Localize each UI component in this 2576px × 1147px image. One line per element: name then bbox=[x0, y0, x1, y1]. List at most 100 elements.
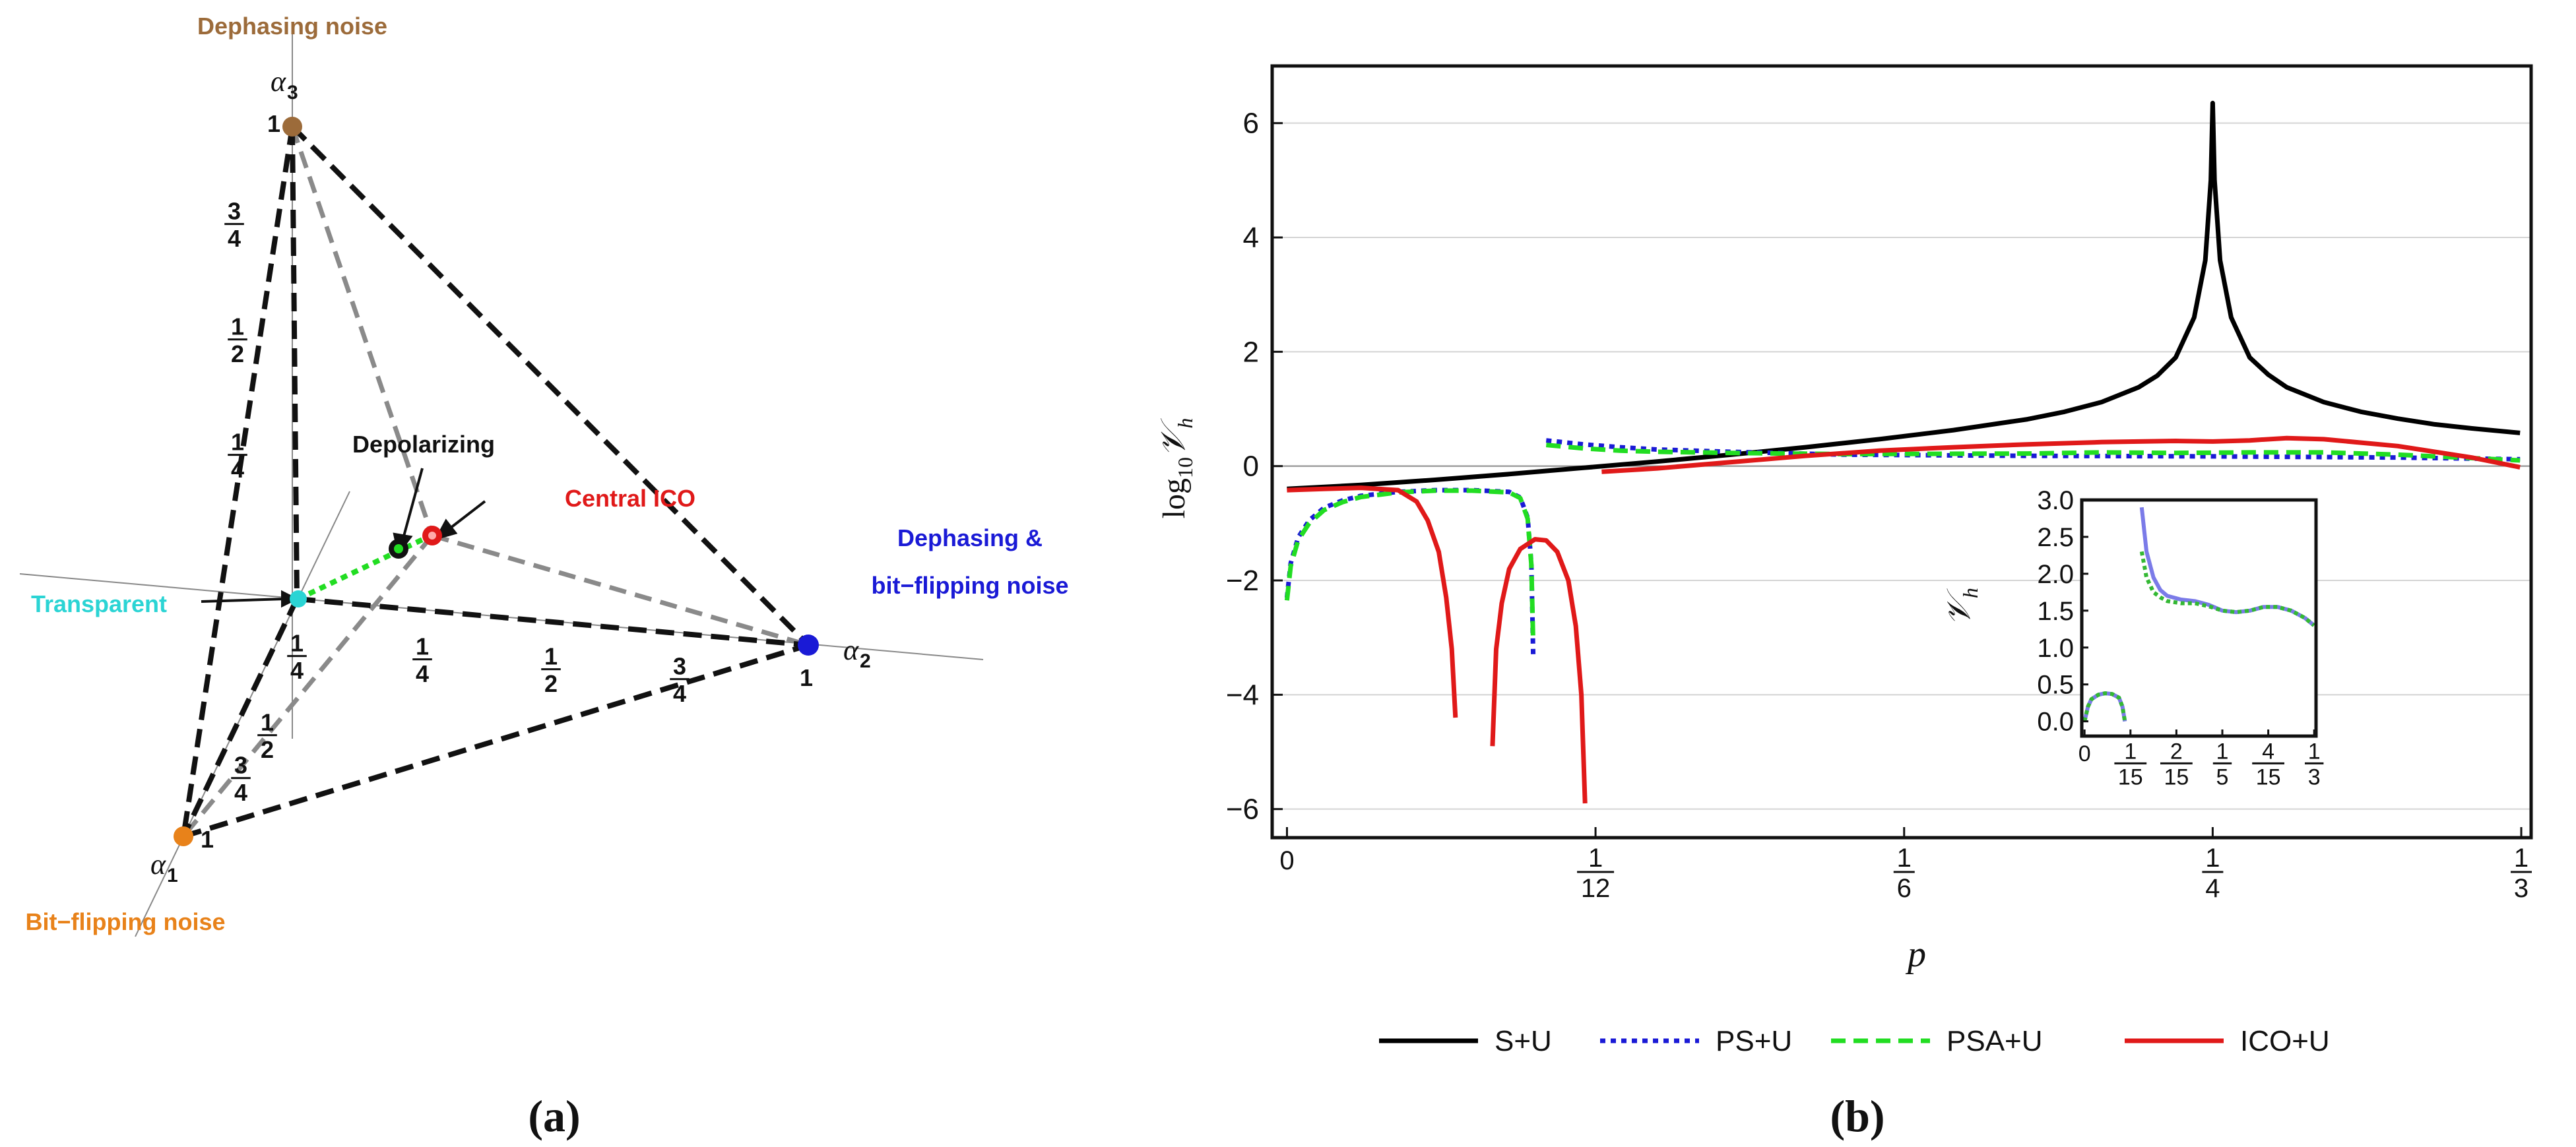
legend-label-2: PSA+U bbox=[1947, 1025, 2043, 1057]
legend-label-3: ICO+U bbox=[2240, 1025, 2330, 1057]
main-xtick-label-0-value: 0 bbox=[1279, 846, 1294, 875]
inset-y-label: 𝒱h bbox=[1940, 588, 1982, 626]
inset-xtick-label-3-num: 1 bbox=[2216, 739, 2229, 764]
series-ps-plus-u-seg-1 bbox=[1545, 438, 2521, 462]
inset-xtick-label-0: 0 bbox=[2078, 741, 2091, 766]
tick-alpha3-2-den: 4 bbox=[228, 225, 241, 252]
main-xtick-label-2-den: 6 bbox=[1897, 874, 1912, 903]
tick-alpha2-2-num: 3 bbox=[673, 652, 686, 679]
main-xtick-label-1: 112 bbox=[1577, 844, 1615, 903]
inset-series-ps-plus-u-seg-1 bbox=[2139, 507, 2315, 627]
inset-background bbox=[2082, 500, 2316, 736]
inset-xtick-label-4: 415 bbox=[2252, 739, 2285, 790]
label-dephasing-noise: Dephasing noise bbox=[197, 13, 387, 40]
legend: S+U PS+U PSA+U ICO+U bbox=[1379, 1025, 2330, 1057]
alpha2-subscript: 2 bbox=[860, 650, 871, 672]
main-xtick-label-1-den: 12 bbox=[1581, 874, 1611, 903]
inset-ytick-label-2: 1.0 bbox=[2037, 634, 2074, 663]
edge-a3-ico bbox=[290, 125, 435, 537]
inset-xtick-label-1: 115 bbox=[2114, 739, 2147, 790]
main-xtick-label-4-num: 1 bbox=[2514, 844, 2528, 873]
edge-a3-a2 bbox=[290, 125, 810, 647]
inset-series-group bbox=[2082, 507, 2315, 722]
tick-alpha2-0: 14 bbox=[412, 633, 432, 687]
tick-alpha2-2-den: 4 bbox=[673, 680, 686, 707]
tick-alpha1-2-den: 4 bbox=[234, 779, 247, 806]
tick-alpha1-1: 12 bbox=[257, 708, 277, 763]
inset-xtick-label-2-den: 15 bbox=[2164, 765, 2189, 790]
point-transparent bbox=[290, 590, 307, 607]
legend-label-1: PS+U bbox=[1716, 1025, 1792, 1057]
inset-ytick-label-3: 1.5 bbox=[2037, 597, 2074, 626]
point-bitflip bbox=[174, 826, 193, 846]
inset-ytick-label-1: 0.5 bbox=[2037, 671, 2074, 700]
inset-ytick-label-4: 2.0 bbox=[2037, 560, 2074, 589]
tick-alpha1-1-num: 1 bbox=[261, 708, 274, 735]
main-plot-frame bbox=[1270, 64, 2533, 840]
inset-xtick-label-3: 15 bbox=[2212, 739, 2232, 790]
series-ico-plus-u-seg-2 bbox=[1601, 435, 2521, 474]
inset-xtick-label-0-value: 0 bbox=[2078, 741, 2091, 766]
main-y-ticks: −6 −4 −2 0 2 4 6 bbox=[1226, 108, 1283, 826]
annotation-arrows bbox=[201, 468, 486, 608]
main-xtick-label-2-num: 1 bbox=[1897, 844, 1912, 873]
inset-xtick-label-2-num: 2 bbox=[2170, 739, 2183, 764]
main-ytick-label-6: 6 bbox=[1243, 108, 1259, 140]
tick-alpha1-0: 14 bbox=[287, 629, 307, 684]
edge-origin-a1 bbox=[181, 598, 300, 838]
alpha1-name: α 1 bbox=[150, 848, 178, 886]
main-xtick-label-4-den: 3 bbox=[2514, 874, 2528, 903]
alpha3-symbol: α bbox=[271, 65, 286, 98]
tick-alpha2-2: 34 bbox=[670, 652, 690, 707]
edge-origin-a2 bbox=[296, 596, 809, 648]
main-y-label: log10𝒱h bbox=[1155, 418, 1197, 519]
inset-ytick-label-0: 0.0 bbox=[2037, 708, 2074, 737]
inset-y-ticks: 0.0 0.5 1.0 1.5 2.0 2.5 3.0 bbox=[2037, 486, 2088, 737]
inset-xtick-label-4-num: 4 bbox=[2262, 739, 2274, 764]
legend-label-0: S+U bbox=[1495, 1025, 1552, 1057]
tick-alpha3-1-den: 2 bbox=[231, 340, 244, 367]
main-ytick-label-1: −4 bbox=[1226, 679, 1259, 711]
vertex-value-a1: 1 bbox=[201, 826, 214, 853]
main-xtick-label-0: 0 bbox=[1279, 846, 1294, 875]
point-dephasing bbox=[282, 117, 302, 137]
edge-ico-a1 bbox=[181, 534, 434, 838]
main-xtick-label-1-num: 1 bbox=[1588, 844, 1603, 873]
series-psa-plus-u-seg-0 bbox=[1284, 488, 1536, 644]
arrow-depolarizing bbox=[401, 468, 424, 542]
ylabel-var-sub: h bbox=[1173, 418, 1197, 429]
tick-alpha2-0-den: 4 bbox=[416, 660, 429, 687]
ylabel-log: log bbox=[1157, 478, 1192, 518]
main-xtick-label-3-num: 1 bbox=[2205, 844, 2220, 873]
inset-plot-frame bbox=[2080, 498, 2318, 738]
main-ytick-label-4: 2 bbox=[1243, 336, 1259, 368]
inset-series-psa-plus-u-seg-0 bbox=[2082, 691, 2127, 722]
caption-b: (b) bbox=[1830, 1091, 1884, 1141]
panel-a-diagram: Dephasing noise Bit−flipping noise Depha… bbox=[19, 13, 1069, 937]
point-depolarizing-inner bbox=[394, 544, 403, 553]
inset-xtick-label-5: 13 bbox=[2305, 739, 2324, 790]
main-series-group bbox=[1284, 100, 2521, 804]
alpha3-subscript: 3 bbox=[287, 82, 298, 104]
main-ytick-label-2: −2 bbox=[1226, 565, 1259, 597]
tick-alpha2-0-num: 1 bbox=[416, 633, 429, 660]
tick-alpha1-2-num: 3 bbox=[234, 751, 247, 778]
arrow-ico bbox=[446, 500, 486, 532]
tick-alpha2-1-num: 1 bbox=[544, 642, 558, 669]
tick-alpha3-0-den: 4 bbox=[231, 456, 244, 483]
main-xtick-label-2: 16 bbox=[1893, 844, 1915, 903]
label-dephasing-and: Dephasing & bbox=[897, 524, 1043, 551]
inset-xtick-label-4-den: 15 bbox=[2256, 765, 2281, 790]
inset-xtick-label-5-den: 3 bbox=[2308, 765, 2321, 790]
main-ytick-label-3: 0 bbox=[1243, 450, 1259, 483]
inset-ytick-label-5: 2.5 bbox=[2037, 523, 2074, 552]
series-ico-plus-u-seg-0 bbox=[1287, 485, 1458, 718]
series-s-plus-u-seg-0 bbox=[1287, 100, 2521, 491]
arrow-transparent-head bbox=[281, 590, 299, 608]
inset-y-label-text: 𝒱h bbox=[1940, 588, 1982, 626]
edge-a3-a1 bbox=[181, 126, 295, 837]
